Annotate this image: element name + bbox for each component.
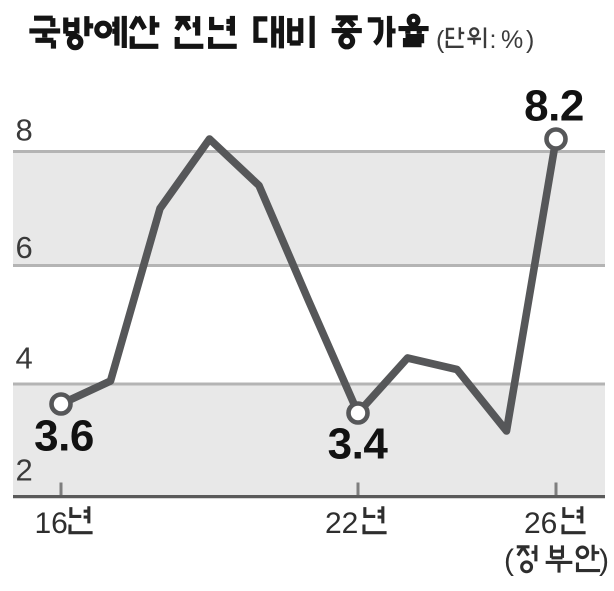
svg-text:8: 8 [16, 113, 33, 148]
svg-text:2: 2 [16, 453, 33, 488]
svg-text:16: 16 [35, 507, 68, 540]
svg-text:): ) [526, 26, 534, 54]
svg-text::: : [490, 26, 497, 54]
svg-text:(: ( [436, 26, 445, 54]
svg-text:(: ( [504, 544, 514, 577]
svg-text:3.6: 3.6 [34, 412, 94, 461]
svg-text:%: % [501, 26, 523, 54]
svg-text:): ) [599, 544, 609, 577]
svg-text:26: 26 [524, 507, 557, 540]
svg-text:3.4: 3.4 [328, 420, 389, 469]
svg-text:6: 6 [16, 230, 33, 265]
svg-text:8.2: 8.2 [524, 82, 584, 131]
svg-text:4: 4 [16, 341, 33, 376]
svg-text:22: 22 [325, 507, 358, 540]
